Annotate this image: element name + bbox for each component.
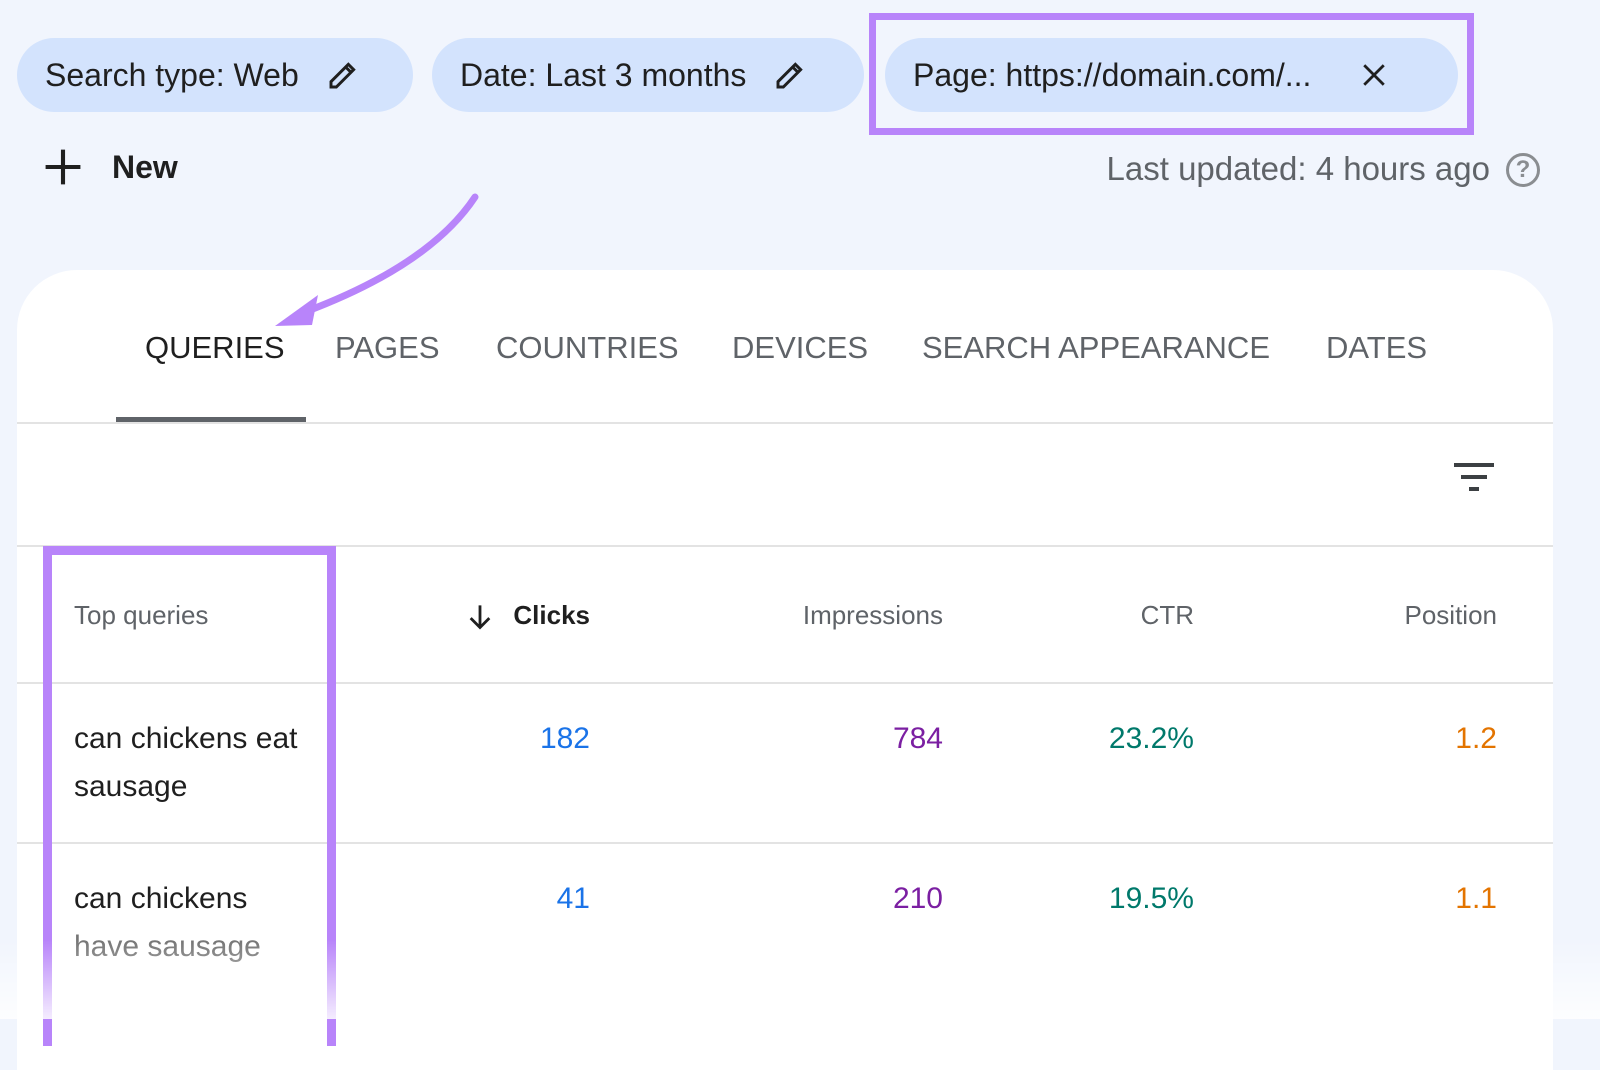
filter-chip-date[interactable]: Date: Last 3 months — [432, 38, 864, 112]
chip-label: Page: https://domain.com/... — [913, 56, 1312, 93]
position-value: 1.1 — [1455, 882, 1497, 915]
clicks-value: 41 — [556, 882, 590, 915]
header-impressions[interactable]: Impressions — [802, 600, 943, 630]
query-text: sausage — [74, 770, 188, 803]
divider — [17, 682, 1553, 684]
query-text: can chickens — [74, 882, 248, 915]
sort-down-arrow-icon[interactable] — [466, 603, 494, 631]
new-label: New — [112, 148, 178, 185]
highlight-box-top-queries — [43, 546, 336, 1046]
divider — [17, 545, 1553, 547]
header-position[interactable]: Position — [1404, 600, 1498, 630]
filter-chip-search-type[interactable]: Search type: Web — [17, 38, 413, 112]
filter-chip-page[interactable]: Page: https://domain.com/... — [885, 38, 1458, 112]
bottom-fade — [0, 940, 1600, 1019]
divider — [17, 422, 1553, 424]
tab-countries[interactable]: COUNTRIES — [496, 330, 679, 365]
header-ctr[interactable]: CTR — [1140, 600, 1194, 630]
clicks-value: 182 — [539, 722, 590, 755]
tab-search-appearance[interactable]: SEARCH APPEARANCE — [922, 330, 1270, 365]
tab-queries[interactable]: QUERIES — [145, 330, 285, 365]
tab-devices[interactable]: DEVICES — [732, 330, 869, 365]
pencil-icon[interactable] — [774, 59, 806, 91]
divider — [17, 842, 1553, 844]
new-filter-button[interactable]: New — [44, 148, 178, 186]
query-text: can chickens eat — [74, 722, 298, 755]
highlight-box-page-filter — [869, 13, 1474, 135]
header-clicks[interactable]: Clicks — [513, 600, 590, 630]
active-tab-indicator — [116, 417, 306, 422]
plus-icon — [45, 149, 81, 185]
ctr-value: 23.2% — [1108, 722, 1194, 755]
close-icon[interactable] — [1361, 62, 1387, 88]
report-card — [17, 270, 1553, 1070]
chip-label: Search type: Web — [45, 56, 299, 93]
ctr-value: 19.5% — [1108, 882, 1194, 915]
position-value: 1.2 — [1455, 722, 1497, 755]
tab-pages[interactable]: PAGES — [335, 330, 440, 365]
annotation-arrow-icon — [275, 193, 479, 326]
impressions-value: 784 — [892, 722, 943, 755]
header-top-queries[interactable]: Top queries — [74, 600, 209, 630]
impressions-value: 210 — [892, 882, 943, 915]
pencil-icon[interactable] — [327, 59, 359, 91]
last-updated: Last updated: 4 hours ago — [1106, 150, 1490, 187]
tab-dates[interactable]: DATES — [1326, 330, 1428, 365]
filter-icon[interactable] — [1452, 462, 1496, 494]
help-icon[interactable]: ? — [1506, 153, 1540, 187]
chip-label: Date: Last 3 months — [460, 56, 747, 93]
